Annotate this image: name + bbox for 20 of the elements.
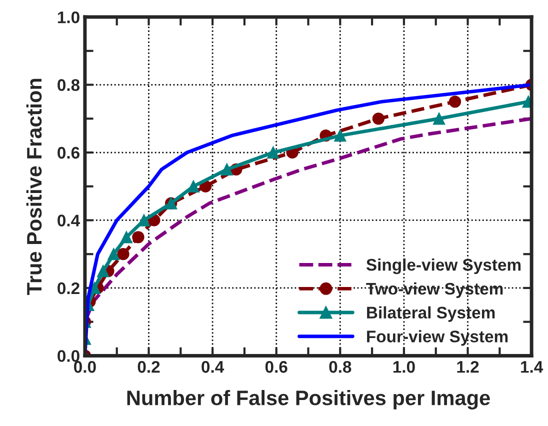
y-tick-label: 0.0 — [58, 350, 80, 362]
x-tick-label: 1.4 — [521, 361, 544, 373]
y-tick-label: 0.4 — [58, 214, 80, 226]
y-tick-label: 0.2 — [58, 282, 80, 294]
x-tick-label: 0.8 — [329, 361, 352, 373]
legend-label: Bilateral System — [367, 306, 495, 322]
x-tick-label: 0.6 — [265, 361, 288, 373]
x-tick-label: 0.0 — [74, 361, 96, 373]
y-tick-label: 1.0 — [58, 11, 80, 24]
x-axis-title: Number of False Positives per Image — [127, 390, 490, 410]
x-tick-label: 1.0 — [393, 361, 415, 373]
x-tick-label: 0.2 — [138, 361, 160, 373]
x-tick-label: 1.2 — [457, 361, 479, 373]
y-axis-title: True Positive Fraction — [26, 78, 42, 295]
legend-label: Two-view System — [366, 282, 503, 298]
legend-label: Four-view System — [367, 330, 508, 346]
x-tick-label: 0.4 — [202, 361, 224, 373]
y-tick-label: 0.6 — [58, 146, 80, 159]
y-tick-label: 0.8 — [58, 79, 80, 91]
legend-label: Single-view System — [366, 258, 521, 274]
